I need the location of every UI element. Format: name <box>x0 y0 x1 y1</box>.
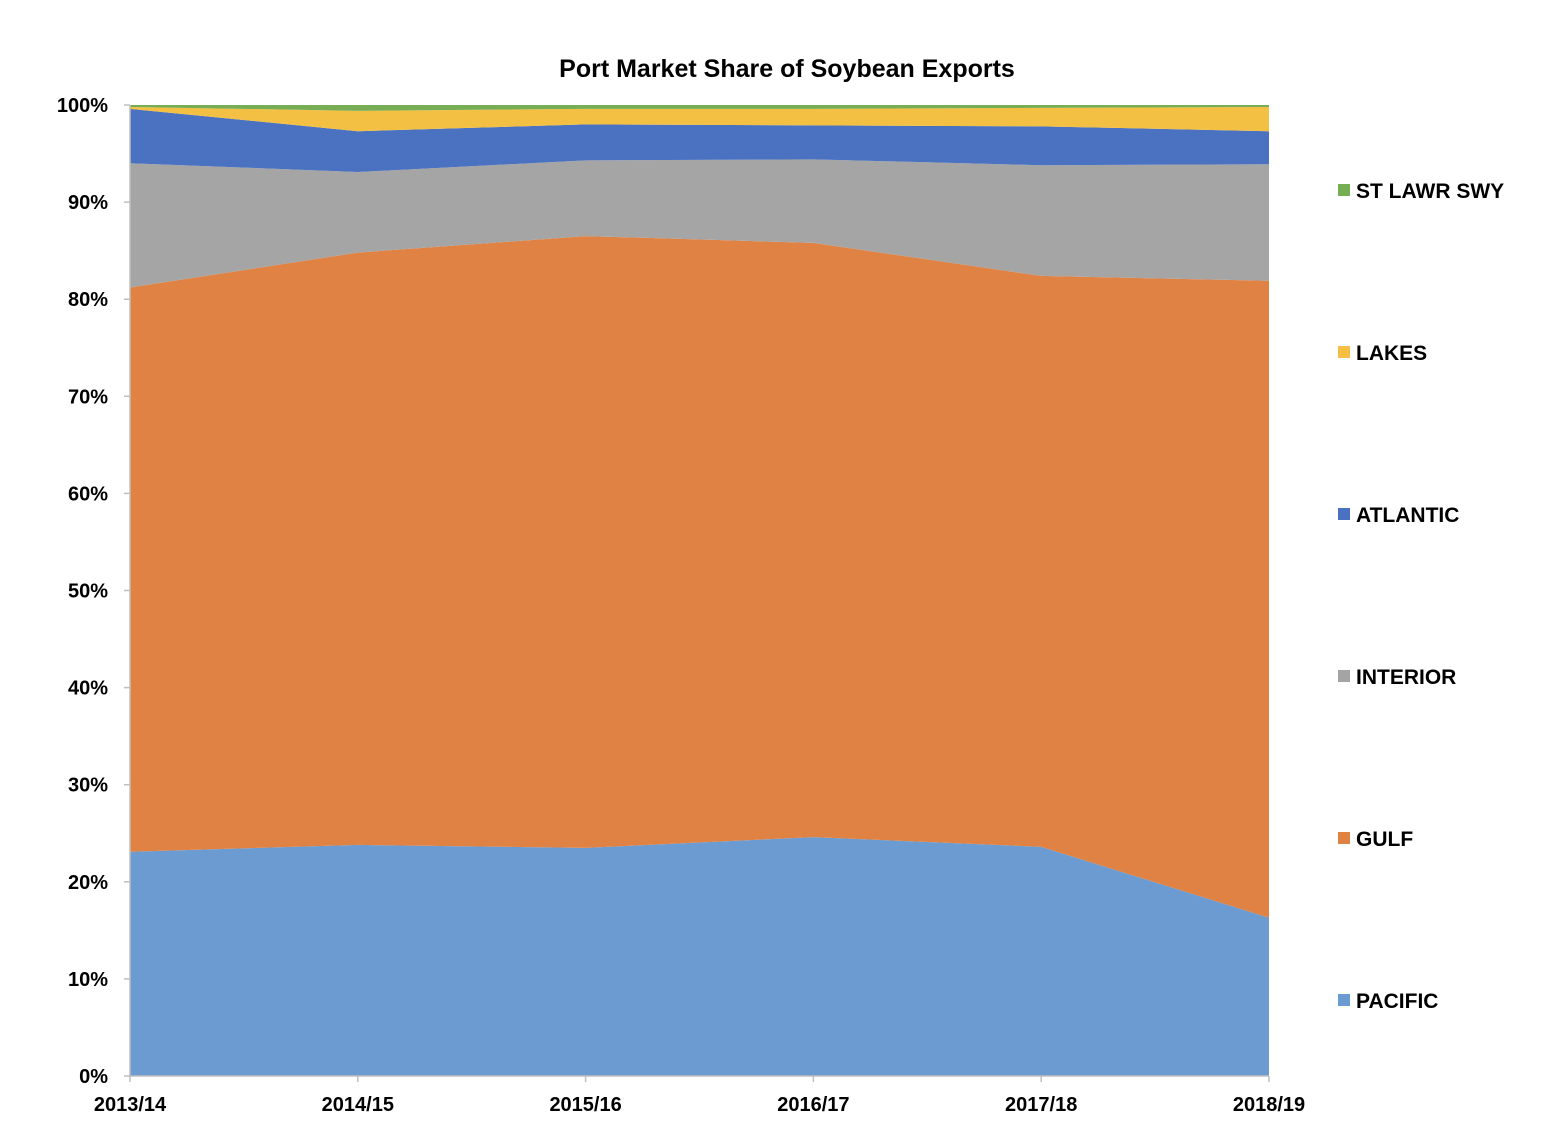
x-axis-ticks: 2013/14 2014/15 2015/16 2016/17 2017/18 2018/… <box>94 1076 1305 1116</box>
y-axis-ticks: 0% 10% 20% 30% 40% 50% 60% 70% 80% 90% 100% <box>57 95 130 1088</box>
area-series-lakes <box>130 106 1269 132</box>
y-tick-label: 80% <box>68 289 108 311</box>
x-tick-label: 2017/18 <box>1005 1094 1077 1116</box>
legend-label: PACIFIC <box>1356 990 1438 1013</box>
legend-swatch <box>1338 184 1350 196</box>
legend-label: ST LAWR SWY <box>1356 180 1504 203</box>
legend-item-pacific: PACIFIC <box>1338 990 1438 1013</box>
legend-label: ATLANTIC <box>1356 504 1459 527</box>
legend-label: INTERIOR <box>1356 666 1456 689</box>
legend-item-lakes: LAKES <box>1338 342 1427 365</box>
legend-swatch <box>1338 670 1350 682</box>
x-tick-label: 2014/15 <box>322 1094 394 1116</box>
legend-item-interior: INTERIOR <box>1338 666 1456 689</box>
x-tick-label: 2015/16 <box>549 1094 621 1116</box>
legend-item-gulf: GULF <box>1338 828 1413 851</box>
legend-swatch <box>1338 832 1350 844</box>
y-tick-label: 60% <box>68 483 108 505</box>
legend-swatch <box>1338 346 1350 358</box>
y-tick-label: 0% <box>79 1066 108 1088</box>
y-tick-label: 10% <box>68 969 108 991</box>
area-series-st-lawr-swy <box>130 105 1269 111</box>
legend-item-atlantic: ATLANTIC <box>1338 504 1459 527</box>
legend: ST LAWR SWY LAKES ATLANTIC INTERIOR GULF PACI… <box>1338 180 1504 1013</box>
y-tick-label: 40% <box>68 678 108 700</box>
y-tick-label: 70% <box>68 386 108 408</box>
y-tick-label: 50% <box>68 581 108 603</box>
area-series-pacific <box>130 837 1269 1076</box>
area-series-atlantic <box>130 108 1269 172</box>
plot-areas <box>130 105 1269 1076</box>
y-tick-label: 100% <box>57 95 108 117</box>
y-tick-label: 30% <box>68 775 108 797</box>
x-tick-label: 2016/17 <box>777 1094 849 1116</box>
y-tick-label: 20% <box>68 872 108 894</box>
y-tick-label: 90% <box>68 192 108 214</box>
chart-title: Port Market Share of Soybean Exports <box>559 55 1015 83</box>
legend-swatch <box>1338 508 1350 520</box>
legend-label: LAKES <box>1356 342 1427 365</box>
area-series-interior <box>130 159 1269 288</box>
x-tick-label: 2013/14 <box>94 1094 167 1116</box>
legend-item-st-lawr-swy: ST LAWR SWY <box>1338 180 1504 203</box>
x-tick-label: 2018/19 <box>1233 1094 1305 1116</box>
legend-label: GULF <box>1356 828 1413 851</box>
legend-swatch <box>1338 994 1350 1006</box>
area-series-gulf <box>130 236 1269 918</box>
